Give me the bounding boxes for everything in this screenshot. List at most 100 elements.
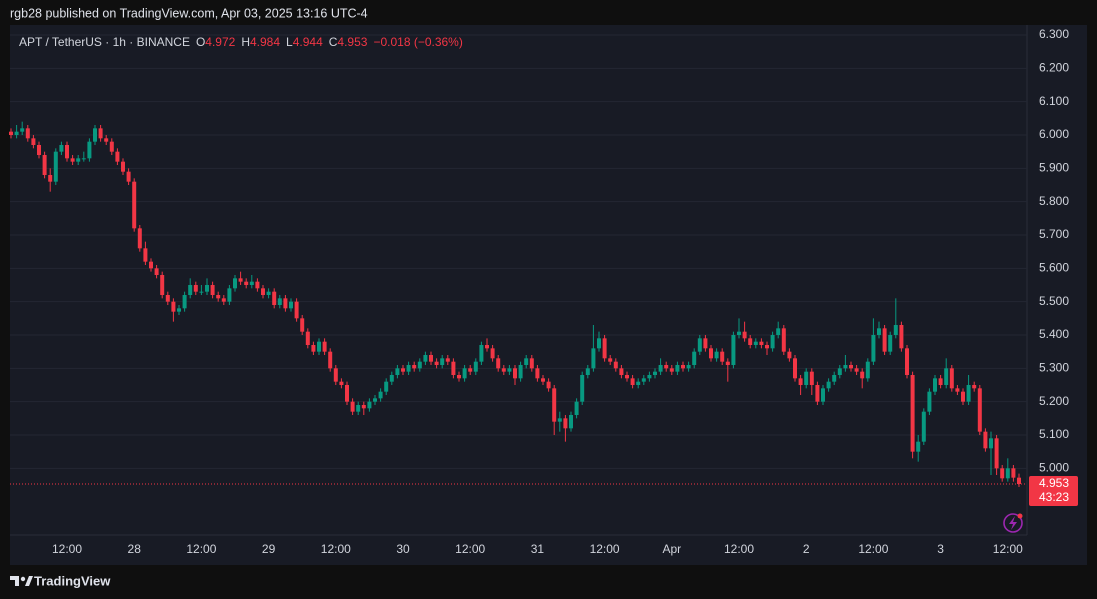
candle-body: [552, 388, 557, 422]
candle-body: [725, 361, 730, 365]
candle-body: [899, 325, 904, 349]
candle-body: [686, 365, 691, 369]
candle-body: [714, 351, 719, 359]
x-tick-label: 2: [803, 542, 810, 556]
candle-body: [653, 371, 657, 375]
candle-body: [199, 291, 204, 293]
alert-bolt[interactable]: [1009, 516, 1017, 530]
candle-body: [238, 278, 243, 282]
candle-body: [121, 161, 125, 172]
candle-body: [367, 401, 372, 409]
candle-body: [434, 361, 439, 365]
candle-body: [518, 365, 523, 379]
candle-body: [1011, 468, 1016, 478]
candle-body: [569, 415, 573, 429]
candle-body: [927, 391, 932, 412]
candle-body: [70, 158, 75, 162]
low-value: 4.944: [293, 35, 323, 49]
candle-body: [233, 278, 237, 289]
candle-body: [602, 338, 607, 359]
candle-body: [563, 418, 568, 429]
candle-body: [882, 328, 887, 352]
candle-body: [933, 378, 937, 392]
x-tick-label: 31: [531, 542, 545, 556]
legend: APT / TetherUS · 1h · BINANCE O4.972 H4.98…: [19, 35, 463, 49]
candle-body: [261, 288, 265, 295]
candle-body: [25, 128, 30, 139]
logo-mark: [10, 576, 19, 586]
candle-body: [76, 158, 81, 162]
candle-body: [485, 345, 489, 349]
candle-body: [877, 328, 881, 335]
candle-body: [81, 158, 86, 160]
candle-body: [591, 348, 596, 369]
logo-slash: [25, 576, 33, 586]
candle-body: [216, 295, 221, 299]
candle-body: [345, 385, 349, 402]
x-tick-label: Apr: [662, 542, 681, 556]
candle-body: [244, 281, 249, 285]
candle-body: [849, 365, 853, 369]
candle-body: [994, 438, 999, 469]
y-tick-label: 5.900: [1039, 161, 1069, 175]
alert-ring[interactable]: [1003, 513, 1023, 533]
candle-body: [305, 331, 310, 345]
candle-body: [406, 365, 411, 372]
candle-body: [966, 385, 971, 402]
x-tick-label: 12:00: [52, 542, 82, 556]
candle-body: [938, 378, 943, 385]
candle-body: [1000, 468, 1005, 479]
candle-body: [804, 371, 809, 385]
candle-body: [93, 128, 97, 142]
candle-body: [753, 341, 758, 345]
open-value: 4.972: [205, 35, 235, 49]
candle-body: [983, 431, 988, 449]
candle-body: [333, 368, 338, 382]
candle-body: [165, 295, 170, 302]
candle-body: [832, 375, 837, 382]
grid: 5.000 5.100 5.200 5.300 5.400 5.500 5.600 5.700…: [10, 27, 1069, 556]
candle-body: [457, 375, 461, 379]
candle-body: [53, 151, 58, 182]
candle-body: [350, 401, 355, 412]
x-tick-label: 30: [396, 542, 410, 556]
candle-body: [373, 398, 377, 402]
candle-body: [221, 298, 226, 302]
candle-body: [48, 175, 53, 182]
candle-body: [20, 128, 25, 132]
candles: [9, 121, 1021, 487]
x-tick-label: 12:00: [321, 542, 351, 556]
candle-body: [401, 368, 405, 372]
candle-body: [748, 338, 753, 345]
alert-dot[interactable]: [1017, 513, 1023, 519]
candle-body: [921, 411, 926, 442]
candle-body: [630, 378, 635, 385]
candle-body: [557, 418, 562, 422]
alert-icon[interactable]: [1003, 513, 1023, 533]
candle-body: [328, 351, 333, 369]
candle-body: [720, 351, 725, 362]
y-tick-label: 6.100: [1039, 94, 1069, 108]
candle-body: [423, 355, 428, 362]
candle-body: [389, 375, 394, 382]
candle-body: [356, 405, 361, 412]
candle-body: [989, 438, 993, 449]
candle-body: [893, 325, 898, 335]
candle-body: [647, 375, 652, 379]
y-tick-label: 5.700: [1039, 227, 1069, 241]
y-tick-label: 6.000: [1039, 127, 1069, 141]
candle-body: [697, 338, 702, 352]
low-label: L: [286, 35, 293, 49]
candle-body: [249, 281, 254, 285]
candle-body: [104, 138, 109, 142]
candle-body: [294, 301, 299, 319]
candle-body: [429, 355, 433, 362]
candle-body: [669, 368, 674, 372]
candle-body: [462, 368, 467, 379]
candle-body: [742, 331, 747, 339]
candle-body: [205, 285, 209, 292]
change: −0.018 (−0.36%): [373, 35, 462, 49]
